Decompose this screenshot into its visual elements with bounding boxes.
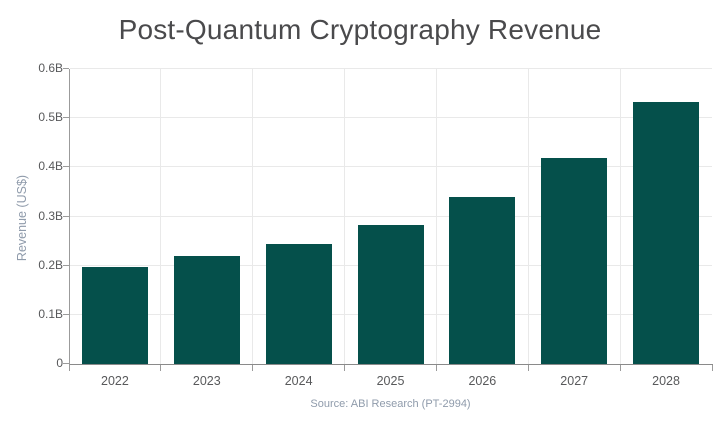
x-axis-tick — [527, 365, 529, 371]
y-tick-label: 0.5B — [38, 110, 63, 125]
y-tick-label: 0.3B — [38, 208, 63, 223]
x-tick-label: 2025 — [376, 374, 405, 388]
gridline-vertical — [619, 69, 621, 364]
chart-title: Post-Quantum Cryptography Revenue — [118, 14, 602, 45]
bar-2022 — [81, 266, 148, 364]
gridline-horizontal — [70, 166, 712, 168]
x-axis-tick — [160, 365, 162, 371]
gridline-vertical — [435, 69, 437, 364]
x-tick-label: 2024 — [284, 374, 313, 388]
y-tick-label: 0.6B — [38, 61, 63, 75]
gridline-horizontal — [70, 68, 712, 69]
bar-2024 — [265, 243, 332, 364]
x-axis-tick — [619, 365, 621, 371]
gridline-vertical — [252, 69, 254, 364]
bar-2026 — [449, 196, 516, 364]
y-tick-label: 0 — [56, 356, 63, 370]
x-tick-label: 2026 — [468, 374, 497, 388]
source-note: Source: ABI Research (PT-2994) — [310, 398, 471, 410]
y-axis-tick — [63, 313, 69, 315]
y-axis-tick — [63, 166, 69, 168]
y-axis-tick — [63, 215, 69, 217]
bar-2028 — [633, 101, 700, 364]
bar-2025 — [357, 225, 424, 364]
y-tick-label: 0.2B — [38, 257, 63, 272]
y-axis-tick — [63, 363, 69, 364]
x-axis-tick — [344, 365, 346, 371]
x-tick-label: 2022 — [101, 374, 129, 388]
x-axis-tick — [435, 365, 437, 371]
y-axis-tick — [63, 264, 69, 266]
x-tick-label: 2023 — [192, 374, 221, 388]
y-axis-tick — [63, 117, 69, 119]
bar-2023 — [173, 255, 240, 364]
gridline-vertical — [160, 69, 162, 364]
x-tick-label: 2028 — [652, 374, 680, 388]
x-axis-tick — [252, 365, 254, 371]
x-axis-tick — [711, 365, 713, 371]
x-tick-label: 2027 — [560, 374, 589, 388]
gridline-vertical — [344, 69, 346, 364]
gridline-horizontal — [70, 117, 712, 119]
y-axis-tick — [63, 68, 69, 69]
gridline-horizontal — [70, 215, 712, 217]
plot-area — [69, 69, 713, 365]
bar-2027 — [541, 158, 608, 364]
x-axis-tick — [68, 365, 70, 371]
gridline-vertical — [527, 69, 529, 364]
y-tick-label: 0.4B — [38, 159, 63, 174]
y-tick-label: 0.1B — [38, 306, 63, 321]
